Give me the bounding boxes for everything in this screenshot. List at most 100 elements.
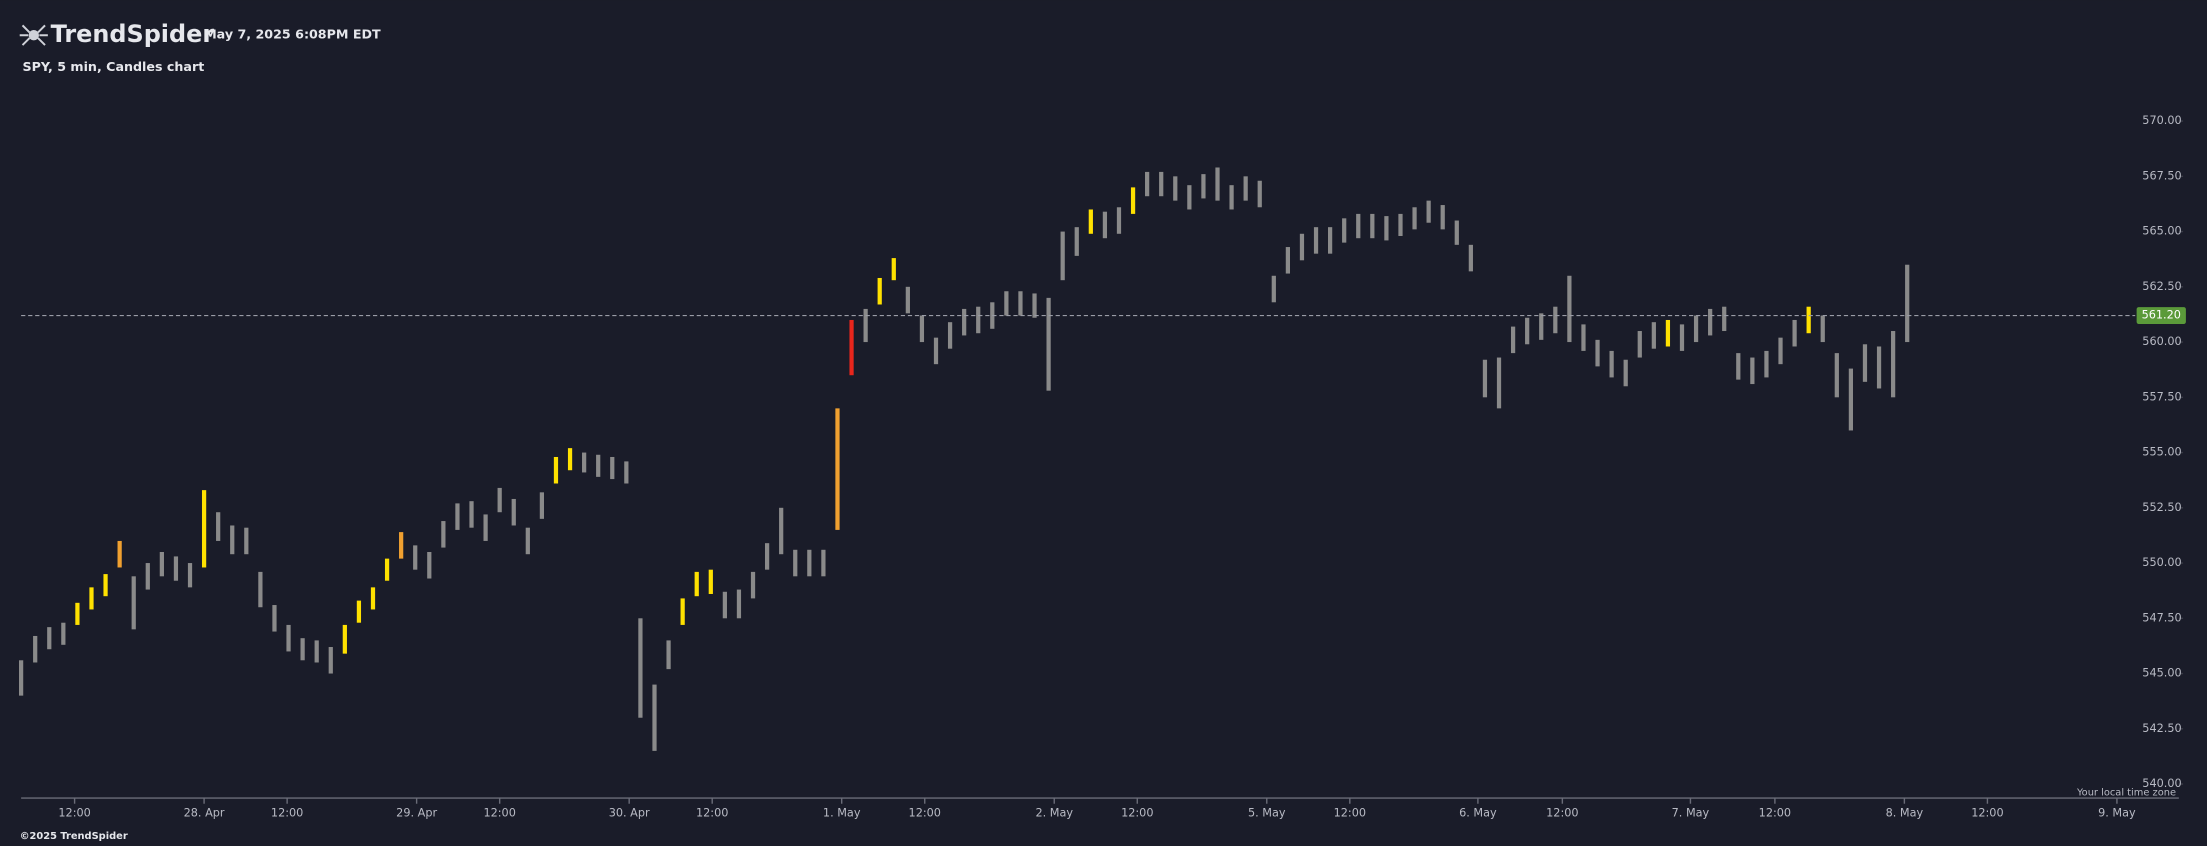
chart-title: SPY, 5 min, Candles chart <box>23 59 205 74</box>
candle <box>258 571 263 608</box>
candle <box>567 448 573 471</box>
candle <box>722 591 727 619</box>
y-tick-label: 545.00 <box>2142 667 2181 680</box>
candle <box>1426 200 1431 223</box>
candle <box>1553 306 1558 334</box>
candle <box>694 571 699 597</box>
candle <box>1313 227 1319 254</box>
y-tick-label: 562.50 <box>2142 280 2181 293</box>
candle <box>1384 216 1389 241</box>
candle <box>947 322 953 349</box>
candle <box>553 456 559 484</box>
candle <box>1679 324 1685 351</box>
candle <box>61 622 66 645</box>
brand: TrendSpider <box>51 20 215 48</box>
y-tick-label: 547.50 <box>2142 611 2181 624</box>
x-tick-label: 12:00 <box>696 807 728 820</box>
candle <box>919 315 925 343</box>
candle <box>666 640 671 670</box>
candle <box>1665 319 1671 347</box>
x-tick-label: 29. Apr <box>396 807 437 820</box>
x-tick-label: 12:00 <box>1546 807 1578 820</box>
candle <box>539 492 545 519</box>
candle <box>624 461 629 484</box>
candle <box>356 600 362 623</box>
candle <box>863 308 868 343</box>
candle <box>1060 231 1065 281</box>
candle <box>159 551 164 577</box>
candle <box>328 647 333 674</box>
candle <box>1440 205 1445 230</box>
candle <box>427 551 432 579</box>
candle <box>1159 171 1164 197</box>
candle <box>1215 167 1220 201</box>
candle <box>1257 180 1262 208</box>
candle <box>1693 315 1699 343</box>
candle <box>1356 213 1361 239</box>
candle <box>1145 171 1150 197</box>
candle <box>300 638 305 661</box>
candle <box>131 576 136 630</box>
x-tick-label: 9. May <box>2098 807 2136 820</box>
candle <box>1130 187 1136 214</box>
y-tick-label: 565.00 <box>2142 225 2181 238</box>
candle <box>976 306 981 334</box>
candle <box>1567 275 1572 343</box>
candle <box>764 543 770 570</box>
candle <box>849 319 854 376</box>
candle <box>103 574 108 597</box>
candle <box>1468 244 1473 272</box>
candle <box>750 571 756 599</box>
candle <box>1342 218 1347 243</box>
x-tick-label: 12:00 <box>1971 807 2003 820</box>
candle <box>1806 306 1811 334</box>
x-tick-label: 30. Apr <box>609 807 650 820</box>
candle <box>413 545 418 570</box>
timezone-note: Your local time zone <box>2076 787 2176 798</box>
candle <box>1722 306 1727 332</box>
candle <box>1848 368 1854 431</box>
y-tick-label: 550.00 <box>2142 556 2181 569</box>
candle <box>1708 308 1713 336</box>
candle <box>145 563 150 590</box>
candle <box>342 624 347 654</box>
candle <box>75 602 80 625</box>
candle <box>1876 346 1882 389</box>
candle <box>1370 213 1375 239</box>
candle <box>835 408 840 530</box>
candle <box>1398 213 1403 236</box>
candle <box>1525 317 1530 345</box>
candle <box>1862 344 1868 382</box>
candle <box>1496 357 1502 409</box>
candle <box>525 527 530 555</box>
candle <box>596 454 601 477</box>
candle <box>511 498 516 526</box>
last-price-label: 561.20 <box>2142 309 2181 322</box>
y-tick-label: 540.00 <box>2142 777 2181 790</box>
x-tick-label: 6. May <box>1459 807 1497 820</box>
candle <box>1736 353 1741 380</box>
candle <box>216 512 221 541</box>
candle <box>1581 324 1586 351</box>
candle <box>1271 275 1276 303</box>
candle <box>1510 326 1516 354</box>
candle <box>1750 357 1755 385</box>
candle <box>455 503 460 530</box>
candle <box>933 337 939 365</box>
candle <box>314 640 319 663</box>
x-tick-label: 12:00 <box>1334 807 1366 820</box>
y-tick-label: 542.50 <box>2142 722 2181 735</box>
candle <box>244 527 249 555</box>
candle <box>1088 209 1093 234</box>
candle <box>962 308 967 336</box>
candle <box>173 556 179 581</box>
candle <box>272 605 277 632</box>
candle <box>384 558 390 581</box>
candle <box>807 549 812 577</box>
x-tick-label: 12:00 <box>1759 807 1791 820</box>
candle <box>441 521 446 548</box>
candle <box>89 587 94 610</box>
